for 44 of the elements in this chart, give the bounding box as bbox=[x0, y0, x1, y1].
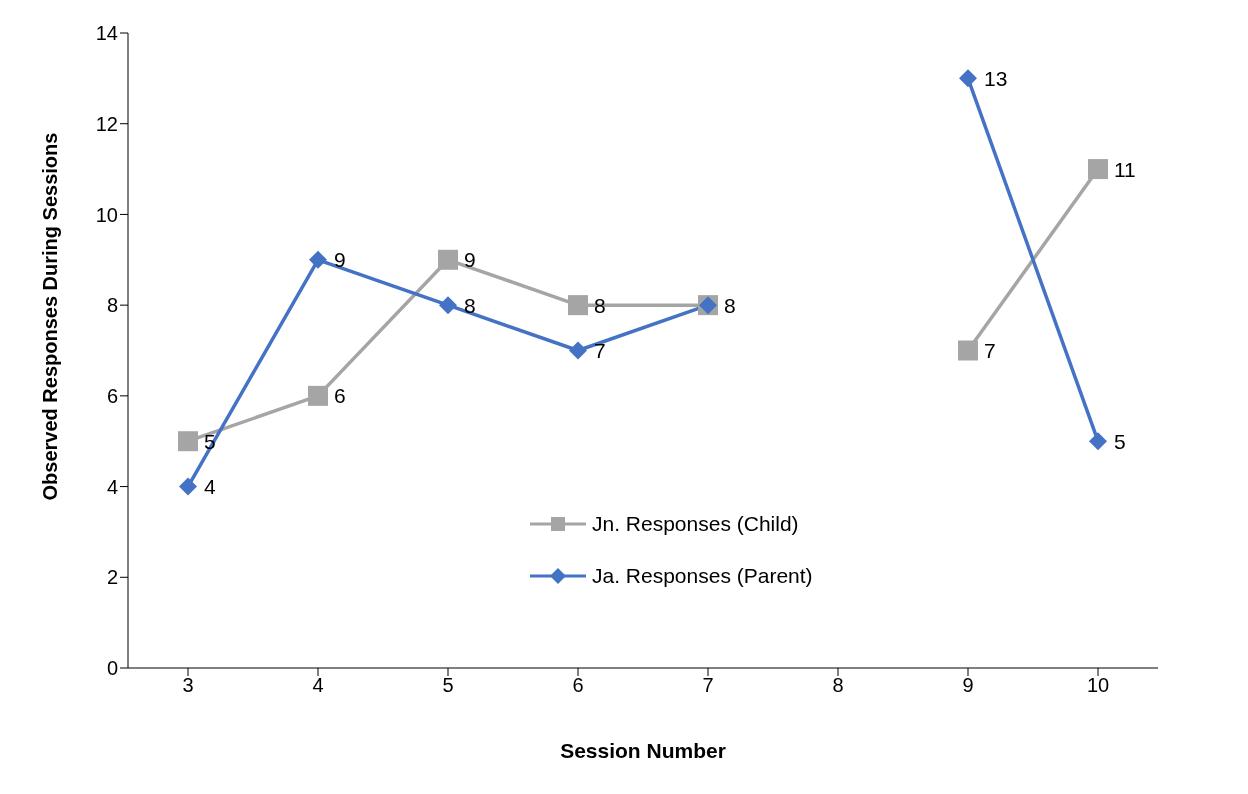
data-label: 11 bbox=[1114, 157, 1136, 181]
point bbox=[179, 477, 197, 496]
legend-label: Ja. Responses (Parent) bbox=[592, 564, 813, 588]
data-label: 9 bbox=[464, 248, 476, 272]
x-tick-label: 7 bbox=[702, 674, 714, 697]
y-tick-label: 6 bbox=[106, 384, 118, 407]
point bbox=[178, 431, 198, 452]
y-tick-label: 8 bbox=[106, 294, 118, 317]
point bbox=[958, 340, 978, 361]
point bbox=[1089, 432, 1107, 451]
y-tick-label: 12 bbox=[95, 112, 118, 135]
x-tick-label: 5 bbox=[442, 674, 454, 697]
x-tick-label: 3 bbox=[182, 674, 194, 697]
point bbox=[308, 385, 328, 406]
x-tick-label: 8 bbox=[832, 674, 844, 697]
legend-label: Jn. Responses (Child) bbox=[592, 512, 799, 536]
data-label: 8 bbox=[594, 293, 606, 317]
point bbox=[569, 341, 587, 360]
data-label: 8 bbox=[724, 293, 736, 317]
point bbox=[439, 296, 457, 315]
data-label: 7 bbox=[594, 338, 606, 362]
data-label: 13 bbox=[984, 66, 1008, 90]
x-tick-label: 10 bbox=[1086, 674, 1110, 697]
y-tick-label: 14 bbox=[95, 22, 118, 45]
y-tick-label: 4 bbox=[106, 475, 118, 498]
data-label: 9 bbox=[334, 248, 346, 272]
y-tick-label: 0 bbox=[106, 657, 118, 680]
x-tick-label: 6 bbox=[572, 674, 584, 697]
y-tick-label: 10 bbox=[95, 203, 118, 226]
point bbox=[568, 295, 588, 316]
point bbox=[959, 69, 977, 88]
y-tick-label: 2 bbox=[106, 566, 118, 589]
x-tick-label: 9 bbox=[962, 674, 974, 697]
y-axis-title: Observed Responses During Sessions bbox=[39, 132, 62, 501]
data-label: 4 bbox=[204, 475, 216, 499]
point bbox=[309, 250, 327, 269]
x-axis-title: Session Number bbox=[560, 739, 726, 762]
data-label: 8 bbox=[464, 293, 476, 317]
data-label: 7 bbox=[984, 338, 996, 362]
point bbox=[438, 249, 458, 270]
point bbox=[1088, 159, 1108, 180]
x-tick-label: 4 bbox=[312, 674, 324, 697]
data-label: 5 bbox=[1114, 429, 1126, 453]
data-label: 6 bbox=[334, 384, 346, 408]
